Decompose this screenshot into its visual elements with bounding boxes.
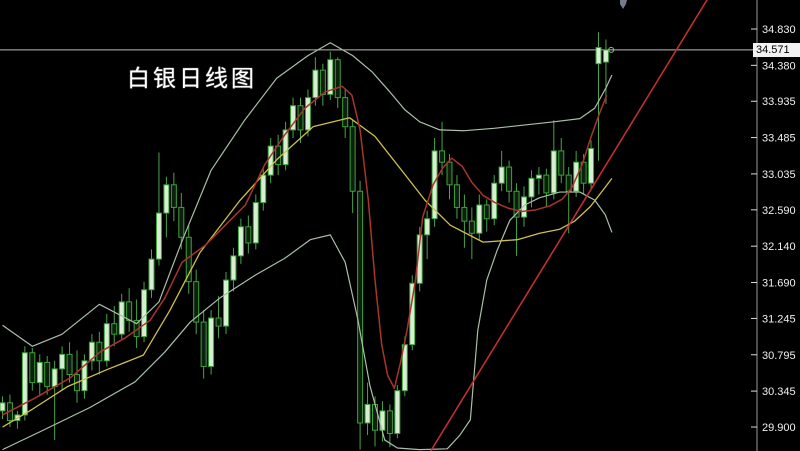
- candle-body: [103, 323, 110, 362]
- candle-body: [506, 166, 513, 192]
- candle-body: [66, 353, 73, 376]
- candle-body: [528, 177, 535, 198]
- axis-price-label: 30.795: [762, 350, 796, 362]
- candle-body: [394, 390, 401, 434]
- candle-body: [312, 69, 319, 99]
- candle-body: [111, 323, 118, 335]
- candle-body: [193, 281, 200, 323]
- candle-body: [51, 368, 58, 388]
- candle-body: [588, 147, 595, 184]
- axis-price-label: 33.935: [762, 96, 796, 108]
- bollinger-upper-line: [2, 42, 613, 347]
- candle-body: [178, 206, 185, 238]
- candle-body: [304, 97, 311, 131]
- candle-body: [163, 184, 170, 214]
- candle-body: [602, 49, 609, 63]
- candle-body: [327, 59, 334, 95]
- candle-body: [29, 352, 36, 384]
- candle-body: [59, 353, 66, 370]
- axis-price-label: 33.485: [762, 133, 796, 145]
- bollinger-lower-line: [2, 191, 613, 451]
- candle-body: [446, 161, 453, 186]
- candle-body: [461, 206, 468, 222]
- candle-body: [297, 105, 304, 131]
- axis-price-label: 31.245: [762, 313, 796, 325]
- candle-body: [141, 289, 148, 338]
- last-price-marker: [608, 46, 615, 53]
- axis-price-label: 32.140: [762, 241, 796, 253]
- candle-body: [476, 204, 483, 234]
- candle-body: [319, 69, 326, 95]
- candle-body: [483, 204, 490, 220]
- candle-body: [386, 410, 393, 434]
- candle-body: [550, 150, 557, 194]
- candle-body: [126, 301, 133, 321]
- candle-body: [513, 190, 520, 218]
- candle-body: [498, 166, 505, 184]
- candle-body: [468, 220, 475, 234]
- candle-body: [260, 174, 267, 204]
- candle-body: [223, 279, 229, 327]
- candle-body: [290, 105, 297, 131]
- axis-price-label: 29.900: [762, 422, 796, 434]
- trendline: [429, 0, 708, 451]
- candle-body: [535, 174, 542, 179]
- ma-fast-red-line: [2, 85, 608, 416]
- candle-body: [237, 226, 244, 257]
- mouse-cursor-icon: [617, 0, 631, 14]
- candle-body: [208, 317, 215, 367]
- candle-body: [36, 361, 43, 384]
- candle-body: [245, 226, 252, 244]
- axis-price-label: 31.690: [762, 278, 796, 290]
- candle-body: [230, 255, 237, 281]
- ma-slow-yellow-line: [2, 117, 613, 428]
- candle-body: [282, 129, 289, 166]
- candle-body: [200, 321, 207, 367]
- candle-body: [44, 361, 51, 388]
- candle-body: [349, 126, 356, 192]
- axis-price-label: 32.590: [762, 205, 796, 217]
- candle-body: [543, 174, 550, 194]
- candle-body: [267, 145, 274, 176]
- candle-body: [334, 59, 341, 99]
- current-price-tag: 34.571: [753, 43, 800, 57]
- axis-price-label: 34.380: [762, 60, 796, 72]
- axis-price-label: 33.035: [762, 169, 796, 181]
- candle-body: [424, 218, 431, 236]
- candle-body: [155, 212, 162, 260]
- candle-body: [342, 97, 349, 128]
- candle-body: [148, 258, 155, 291]
- candle-body: [521, 196, 527, 218]
- candle-body: [118, 301, 125, 335]
- candle-body: [558, 150, 565, 176]
- candle-body: [439, 150, 446, 163]
- candle-body: [21, 352, 28, 416]
- candle-body: [595, 47, 602, 65]
- candle-body: [0, 402, 6, 412]
- axis-price-label: 30.345: [762, 386, 796, 398]
- candle-body: [88, 341, 95, 362]
- candle-body: [170, 184, 177, 208]
- candle-body: [275, 145, 282, 166]
- candle-body: [252, 202, 259, 244]
- chart-title: 白银日线图: [127, 66, 257, 91]
- candle-body: [364, 403, 371, 424]
- axis-price-label: 34.830: [762, 24, 796, 36]
- candle-body: [81, 360, 88, 392]
- candle-body: [431, 150, 438, 220]
- candle-body: [357, 190, 364, 424]
- candle-body: [372, 403, 378, 431]
- candle-body: [215, 317, 222, 327]
- candle-body: [453, 184, 460, 208]
